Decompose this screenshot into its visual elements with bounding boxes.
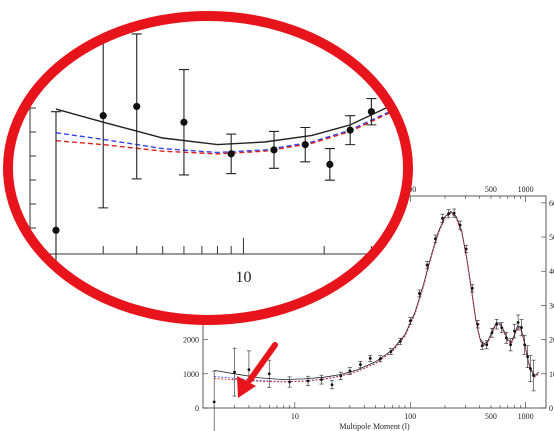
y-right-tick-label: 50 (549, 233, 554, 242)
data-point (452, 211, 456, 215)
model-curve-solid (55, 16, 408, 146)
data-point (52, 226, 60, 234)
data-point (476, 322, 480, 326)
data-point (495, 322, 499, 326)
data-point (247, 368, 251, 372)
data-point (227, 150, 235, 158)
data-point (133, 102, 141, 111)
data-point (301, 141, 309, 149)
data-point (438, 61, 445, 68)
data-point (348, 369, 352, 373)
data-point (441, 216, 444, 220)
x-tick-label: 500 (485, 412, 497, 421)
data-point (523, 343, 527, 347)
y-right-tick-label: 60 (549, 199, 554, 208)
y-tick-label: 0 (195, 404, 199, 413)
data-point (513, 329, 516, 333)
data-point (267, 372, 271, 376)
y-right-tick-label: 20 (549, 336, 554, 345)
data-point (485, 343, 489, 347)
model-curve-dashed (214, 212, 540, 383)
data-point (504, 336, 508, 340)
data-point (490, 331, 494, 335)
x-tick-label: 10 (291, 412, 299, 421)
data-point (288, 380, 291, 384)
data-point (368, 357, 372, 360)
data-point (418, 292, 421, 295)
data-point (509, 343, 512, 347)
y-right-tick-label: 10 (549, 370, 554, 379)
data-point (346, 126, 354, 134)
zoom-inset: 100 (3, 11, 445, 325)
data-point (326, 160, 334, 168)
data-point (408, 319, 412, 323)
data-point (320, 378, 323, 382)
inset-x-tick-label: 10 (235, 269, 251, 286)
data-point (433, 237, 437, 241)
y-right-tick-label: 30 (549, 301, 554, 310)
data-point (532, 374, 535, 377)
data-point (398, 339, 402, 343)
data-point (180, 118, 188, 126)
main-plot: 1010050010001005001000010002000010203040… (171, 185, 554, 431)
data-point (378, 357, 382, 361)
x-top-tick-label: 1000 (518, 185, 534, 194)
data-point (367, 108, 376, 116)
data-point (464, 247, 468, 251)
data-point (447, 212, 451, 216)
data-point (359, 363, 362, 366)
inset-content: 100 (8, 16, 445, 320)
data-point (99, 112, 107, 120)
x-top-tick-label: 500 (485, 185, 497, 194)
y-right-tick-label: 40 (549, 267, 554, 276)
data-point (392, 83, 400, 91)
data-point (470, 286, 474, 290)
data-point (212, 400, 216, 404)
data-point (480, 344, 484, 348)
annotation-layer (237, 342, 278, 398)
data-point (330, 383, 334, 387)
data-point (339, 374, 343, 378)
data-point (500, 326, 504, 330)
data-point (425, 263, 429, 267)
x-axis-label: Multipole Moment (l) (339, 422, 410, 431)
data-point (458, 223, 462, 227)
data-point (529, 367, 532, 371)
data-point (270, 146, 278, 154)
y-tick-label: 1000 (183, 370, 199, 379)
data-point (389, 350, 393, 353)
data-point (516, 321, 520, 324)
data-point (306, 379, 310, 383)
data-point (415, 59, 422, 66)
inset-background (8, 16, 408, 320)
x-tick-label: 100 (404, 412, 416, 421)
data-point (526, 355, 530, 359)
arrow-shaft (247, 342, 278, 383)
arrow-head (237, 376, 256, 398)
data-point (520, 326, 523, 330)
magnifier-ring (3, 11, 413, 325)
data-point (233, 370, 236, 374)
x-tick-label: 1000 (518, 412, 534, 421)
y-right-tick-label: 0 (549, 404, 553, 413)
y-tick-label: 2000 (183, 336, 199, 345)
